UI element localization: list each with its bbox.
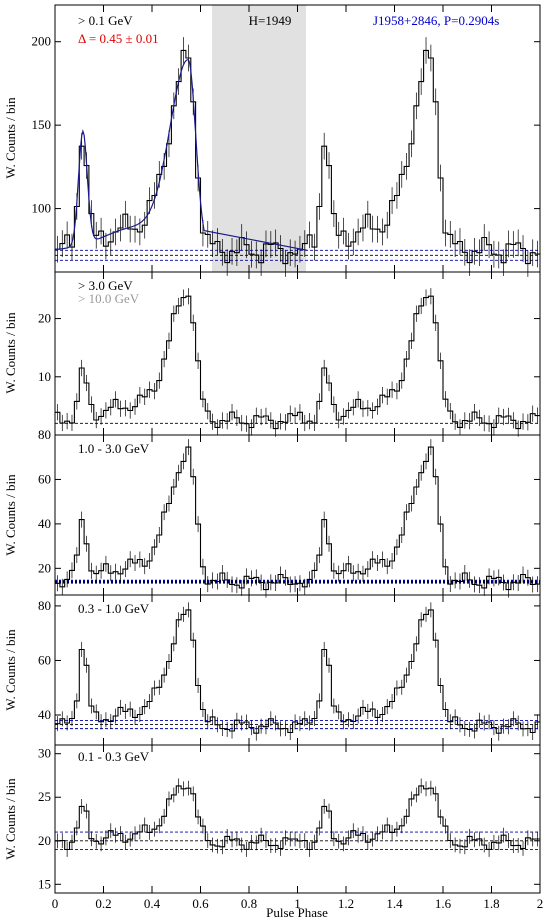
y-tick-label: 40	[38, 516, 51, 531]
energy-label: 0.3 - 1.0 GeV	[78, 601, 150, 616]
x-tick-label: 1	[294, 896, 301, 911]
panel-5-yticks: 15 20 25 30	[38, 746, 540, 891]
x-tick-label: 0.6	[192, 896, 209, 911]
panel-5: 15 20 25 30 0.1 - 0.3 GeV	[38, 744, 541, 894]
panel-2: 10 20 > 3.0 GeV > 10.0 GeV	[38, 271, 541, 437]
panel-4-plot	[55, 602, 540, 741]
x-tick-label: 0.2	[95, 896, 111, 911]
energy-label: 0.1 - 0.3 GeV	[78, 749, 150, 764]
y-tick-label: 20	[38, 833, 51, 848]
x-axis-label: Pulse Phase	[266, 905, 328, 920]
y-tick-label: 25	[38, 789, 51, 804]
y-tick-label: 60	[38, 652, 51, 667]
panel-2-yticks: 10 20	[38, 311, 540, 384]
histogram-line	[55, 785, 540, 851]
panel-5-frame	[54, 744, 541, 894]
x-tick-label: 0.4	[144, 896, 161, 911]
panel-2-plot	[55, 288, 540, 437]
x-axis-ticks: 0 0.2 0.4 0.6 0.8 1 1.2 1.4 1.6 1.8 2	[52, 5, 544, 911]
energy-label: > 3.0 GeV	[78, 278, 133, 293]
y-axis-label-4: W. Counts / bin	[3, 629, 18, 711]
delta-label: Δ = 0.45 ± 0.01	[78, 31, 159, 46]
y-tick-label: 40	[38, 707, 51, 722]
fit-curve	[54, 59, 308, 251]
y-axis-label-2: W. Counts / bin	[3, 312, 18, 394]
x-tick-label: 1.8	[483, 896, 499, 911]
energy-label: 1.0 - 3.0 GeV	[78, 441, 150, 456]
energy-label: > 0.1 GeV	[78, 13, 133, 28]
y-tick-label: 100	[32, 201, 52, 216]
panel-3-frame	[54, 434, 541, 596]
x-tick-label: 2	[537, 896, 544, 911]
htest-label: H=1949	[249, 13, 292, 28]
x-tick-label: 1.4	[386, 896, 403, 911]
y-tick-label: 20	[38, 560, 51, 575]
y-axis-label-5: W. Counts / bin	[3, 778, 18, 860]
histogram-line	[55, 446, 540, 591]
histogram-line	[55, 49, 540, 265]
panel-3-yticks: 20 40 60 80	[38, 427, 540, 575]
y-tick-label: 60	[38, 471, 51, 486]
x-tick-label: 0.8	[241, 896, 257, 911]
x-tick-label: 0	[52, 896, 59, 911]
panel-4: 40 60 80 0.3 - 1.0 GeV	[38, 594, 541, 746]
panel-5-plot	[55, 778, 540, 857]
panel-3: 20 40 60 80 1.0 - 3.0 GeV	[38, 427, 541, 598]
histogram-line	[55, 609, 540, 734]
source-label: J1958+2846, P=0.2904s	[373, 13, 499, 28]
y-tick-label: 30	[38, 746, 51, 761]
y-tick-label: 200	[32, 34, 52, 49]
x-tick-label: 1.2	[338, 896, 354, 911]
offpulse-region	[212, 5, 306, 272]
y-tick-label: 150	[32, 117, 52, 132]
panel-1-plot	[54, 37, 540, 277]
panel-1-yticks: 100 150 200	[32, 34, 540, 216]
y-tick-label: 10	[38, 369, 51, 384]
panel-1: 100 150 200 > 0.1 GeV Δ = 0.45 ± 0.01 H=19…	[32, 4, 541, 277]
y-tick-label: 80	[38, 427, 51, 442]
y-tick-label: 15	[38, 876, 51, 891]
y-axis-label-3: W. Counts / bin	[3, 474, 18, 556]
histogram-line	[55, 295, 540, 430]
y-tick-label: 80	[38, 598, 51, 613]
y-axis-label-1: W. Counts / bin	[3, 97, 18, 179]
x-tick-label: 1.6	[435, 896, 452, 911]
y-tick-label: 20	[38, 311, 51, 326]
panel-4-yticks: 40 60 80	[38, 598, 540, 722]
panel-3-plot	[55, 439, 540, 598]
energy-label-secondary: > 10.0 GeV	[78, 291, 140, 306]
